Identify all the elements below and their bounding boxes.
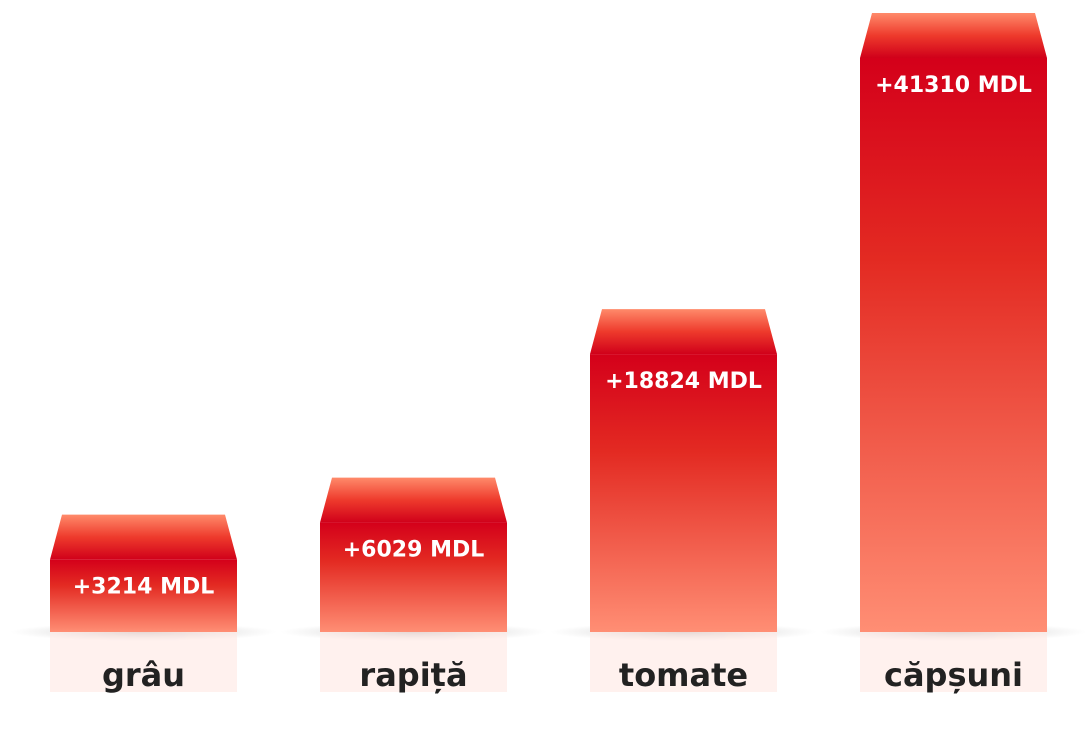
category-label: rapiță <box>359 656 467 694</box>
bar <box>320 522 507 632</box>
bar-reflection <box>320 632 507 692</box>
bar-cap <box>860 13 1047 58</box>
bar <box>860 58 1047 632</box>
bar-reflection <box>590 632 777 692</box>
bar-cap <box>50 514 237 560</box>
value-label: +6029 MDL <box>343 538 485 563</box>
value-label: +41310 MDL <box>875 73 1032 98</box>
bar-cap <box>590 309 777 355</box>
category-label: căpșuni <box>884 656 1023 694</box>
value-label: +18824 MDL <box>605 369 762 394</box>
bar-cap <box>320 477 507 523</box>
bar <box>50 559 237 632</box>
bar <box>590 354 777 632</box>
bar-reflection <box>50 632 237 692</box>
bar-reflection <box>860 632 1047 692</box>
value-label: +3214 MDL <box>73 575 215 600</box>
category-label: grâu <box>102 656 185 694</box>
category-label: tomate <box>619 656 748 694</box>
